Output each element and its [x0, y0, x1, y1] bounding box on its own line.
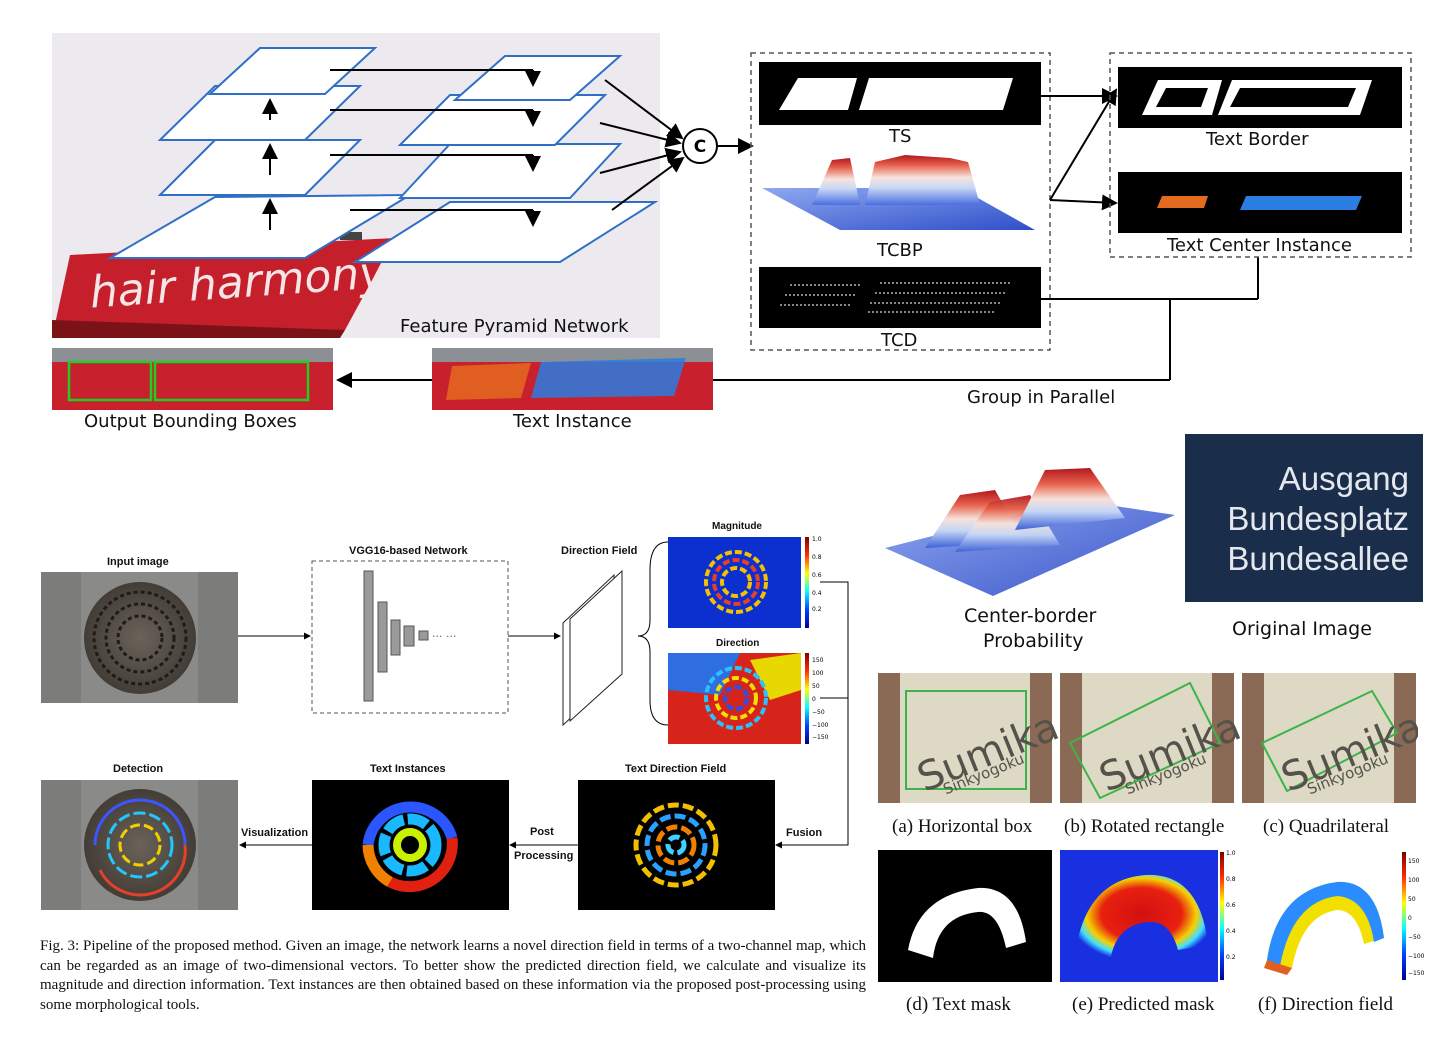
- fusion-label: Fusion: [786, 827, 823, 839]
- dir-tick: −100: [812, 722, 829, 729]
- mag-tick: 0.6: [812, 572, 822, 579]
- text-center-instance-map: [1118, 172, 1402, 233]
- input-image-label: Input image: [107, 556, 169, 568]
- f-tick: −150: [1408, 970, 1425, 977]
- fpn-left-stack: [106, 47, 414, 259]
- text-direction-field-image: [578, 780, 775, 910]
- original-image-label: Original Image: [1232, 618, 1372, 640]
- text-instances-label: Text Instances: [370, 763, 446, 775]
- text-center-instance-label: Text Center Instance: [1167, 235, 1352, 256]
- e-tick: 1.0: [1226, 850, 1236, 857]
- mag-tick: 0.4: [812, 590, 822, 597]
- visualization-label: Visualization: [241, 827, 309, 839]
- mag-tick: 0.2: [812, 606, 822, 613]
- fpn-right-stack: [351, 55, 659, 263]
- horizontal-box-label: (a) Horizontal box: [892, 816, 1033, 837]
- dir-tick: −150: [812, 734, 829, 741]
- sign-line-3: Bundesallee: [1227, 540, 1409, 577]
- tcbp-map: [762, 155, 1035, 230]
- f-tick: −50: [1408, 934, 1421, 941]
- horizontal-box-image: [878, 673, 1052, 803]
- predicted-mask-label: (e) Predicted mask: [1072, 994, 1215, 1015]
- f-tick: 0: [1408, 915, 1412, 922]
- brace: [637, 541, 669, 726]
- text-border-map: [1118, 67, 1402, 128]
- vgg-layers: [363, 570, 429, 702]
- text-mask-label: (d) Text mask: [906, 994, 1011, 1015]
- vgg-ellipsis: ··· ···: [432, 630, 457, 643]
- text-mask-image: [878, 850, 1052, 982]
- direction-map: [668, 653, 809, 744]
- direction-field-label-f: (f) Direction field: [1258, 994, 1394, 1015]
- processing-label: Processing: [514, 850, 574, 862]
- quadrilateral-label: (c) Quadrilateral: [1263, 816, 1390, 837]
- f-tick: 150: [1408, 858, 1420, 865]
- magnitude-label: Magnitude: [712, 521, 762, 532]
- mag-tick: 0.8: [812, 554, 822, 561]
- ts-label: TS: [889, 126, 912, 147]
- direction-field-planes: [562, 569, 623, 727]
- detection-image: [41, 780, 238, 910]
- post-label: Post: [530, 826, 554, 838]
- top-pipeline-diagram: hair harmony C: [52, 33, 1412, 410]
- ts-map: [759, 62, 1041, 125]
- vgg-network-label: VGG16-based Network: [349, 545, 468, 557]
- dir-tick: 0: [812, 696, 816, 703]
- fpn-label: Feature Pyramid Network: [400, 316, 629, 337]
- tcd-map: [759, 267, 1041, 328]
- output-boxes-image: [52, 348, 333, 410]
- mask-row: [878, 850, 1406, 982]
- e-tick: 0.6: [1226, 902, 1236, 909]
- mag-tick: 1.0: [812, 536, 822, 543]
- mid-pipeline-diagram: [41, 537, 849, 910]
- magnitude-map: [668, 537, 809, 628]
- text-instance-label: Text Instance: [513, 411, 632, 432]
- output-boxes-label: Output Bounding Boxes: [84, 411, 297, 432]
- center-border-label-2: Probability: [983, 630, 1084, 652]
- direction-label: Direction: [716, 638, 760, 649]
- detection-label: Detection: [113, 763, 164, 775]
- concat-circle: [682, 128, 718, 164]
- text-border-label: Text Border: [1206, 129, 1309, 150]
- rotated-rectangle-label: (b) Rotated rectangle: [1064, 816, 1225, 837]
- e-tick: 0.4: [1226, 928, 1236, 935]
- fpn-arrows: [262, 69, 754, 230]
- input-image: [41, 572, 238, 703]
- f-tick: −100: [1408, 953, 1425, 960]
- vgg-network-box: [311, 560, 509, 714]
- sumika-row: Sumika Sumika Sumika Sinkyogoku Sinkyogo…: [878, 673, 1418, 803]
- figure-caption: Fig. 3: Pipeline of the proposed method.…: [40, 938, 866, 1013]
- branch-arrows: [336, 88, 1259, 388]
- group-in-parallel-label: Group in Parallel: [967, 387, 1116, 408]
- dir-tick: 100: [812, 670, 824, 677]
- sign-line-2: Bundesplatz: [1227, 500, 1409, 537]
- dir-tick: 50: [812, 683, 820, 690]
- e-tick: 0.2: [1226, 954, 1236, 961]
- quadrilateral-image: [1242, 673, 1416, 803]
- dir-tick: 150: [812, 657, 824, 664]
- predicted-mask-image: [1060, 850, 1224, 982]
- text-instance-image: [432, 348, 713, 410]
- direction-field-image: [1242, 850, 1406, 982]
- tcd-label: TCD: [881, 330, 918, 351]
- original-image: Ausgang Bundesplatz Bundesallee: [1185, 434, 1423, 602]
- e-tick: 0.8: [1226, 876, 1236, 883]
- text-direction-field-label: Text Direction Field: [625, 763, 727, 775]
- center-border-label-1: Center-border: [964, 605, 1097, 627]
- sign-line-1: Ausgang: [1278, 460, 1409, 497]
- center-border-probability-plot: [885, 468, 1175, 596]
- text-instances-image: [312, 780, 509, 910]
- f-tick: 100: [1408, 877, 1420, 884]
- concat-symbol: C: [694, 137, 706, 157]
- tcbp-label: TCBP: [877, 240, 923, 261]
- rotated-rectangle-image: [1060, 673, 1234, 803]
- f-tick: 50: [1408, 896, 1416, 903]
- direction-field-label: Direction Field: [561, 545, 638, 557]
- dir-tick: −50: [812, 709, 825, 716]
